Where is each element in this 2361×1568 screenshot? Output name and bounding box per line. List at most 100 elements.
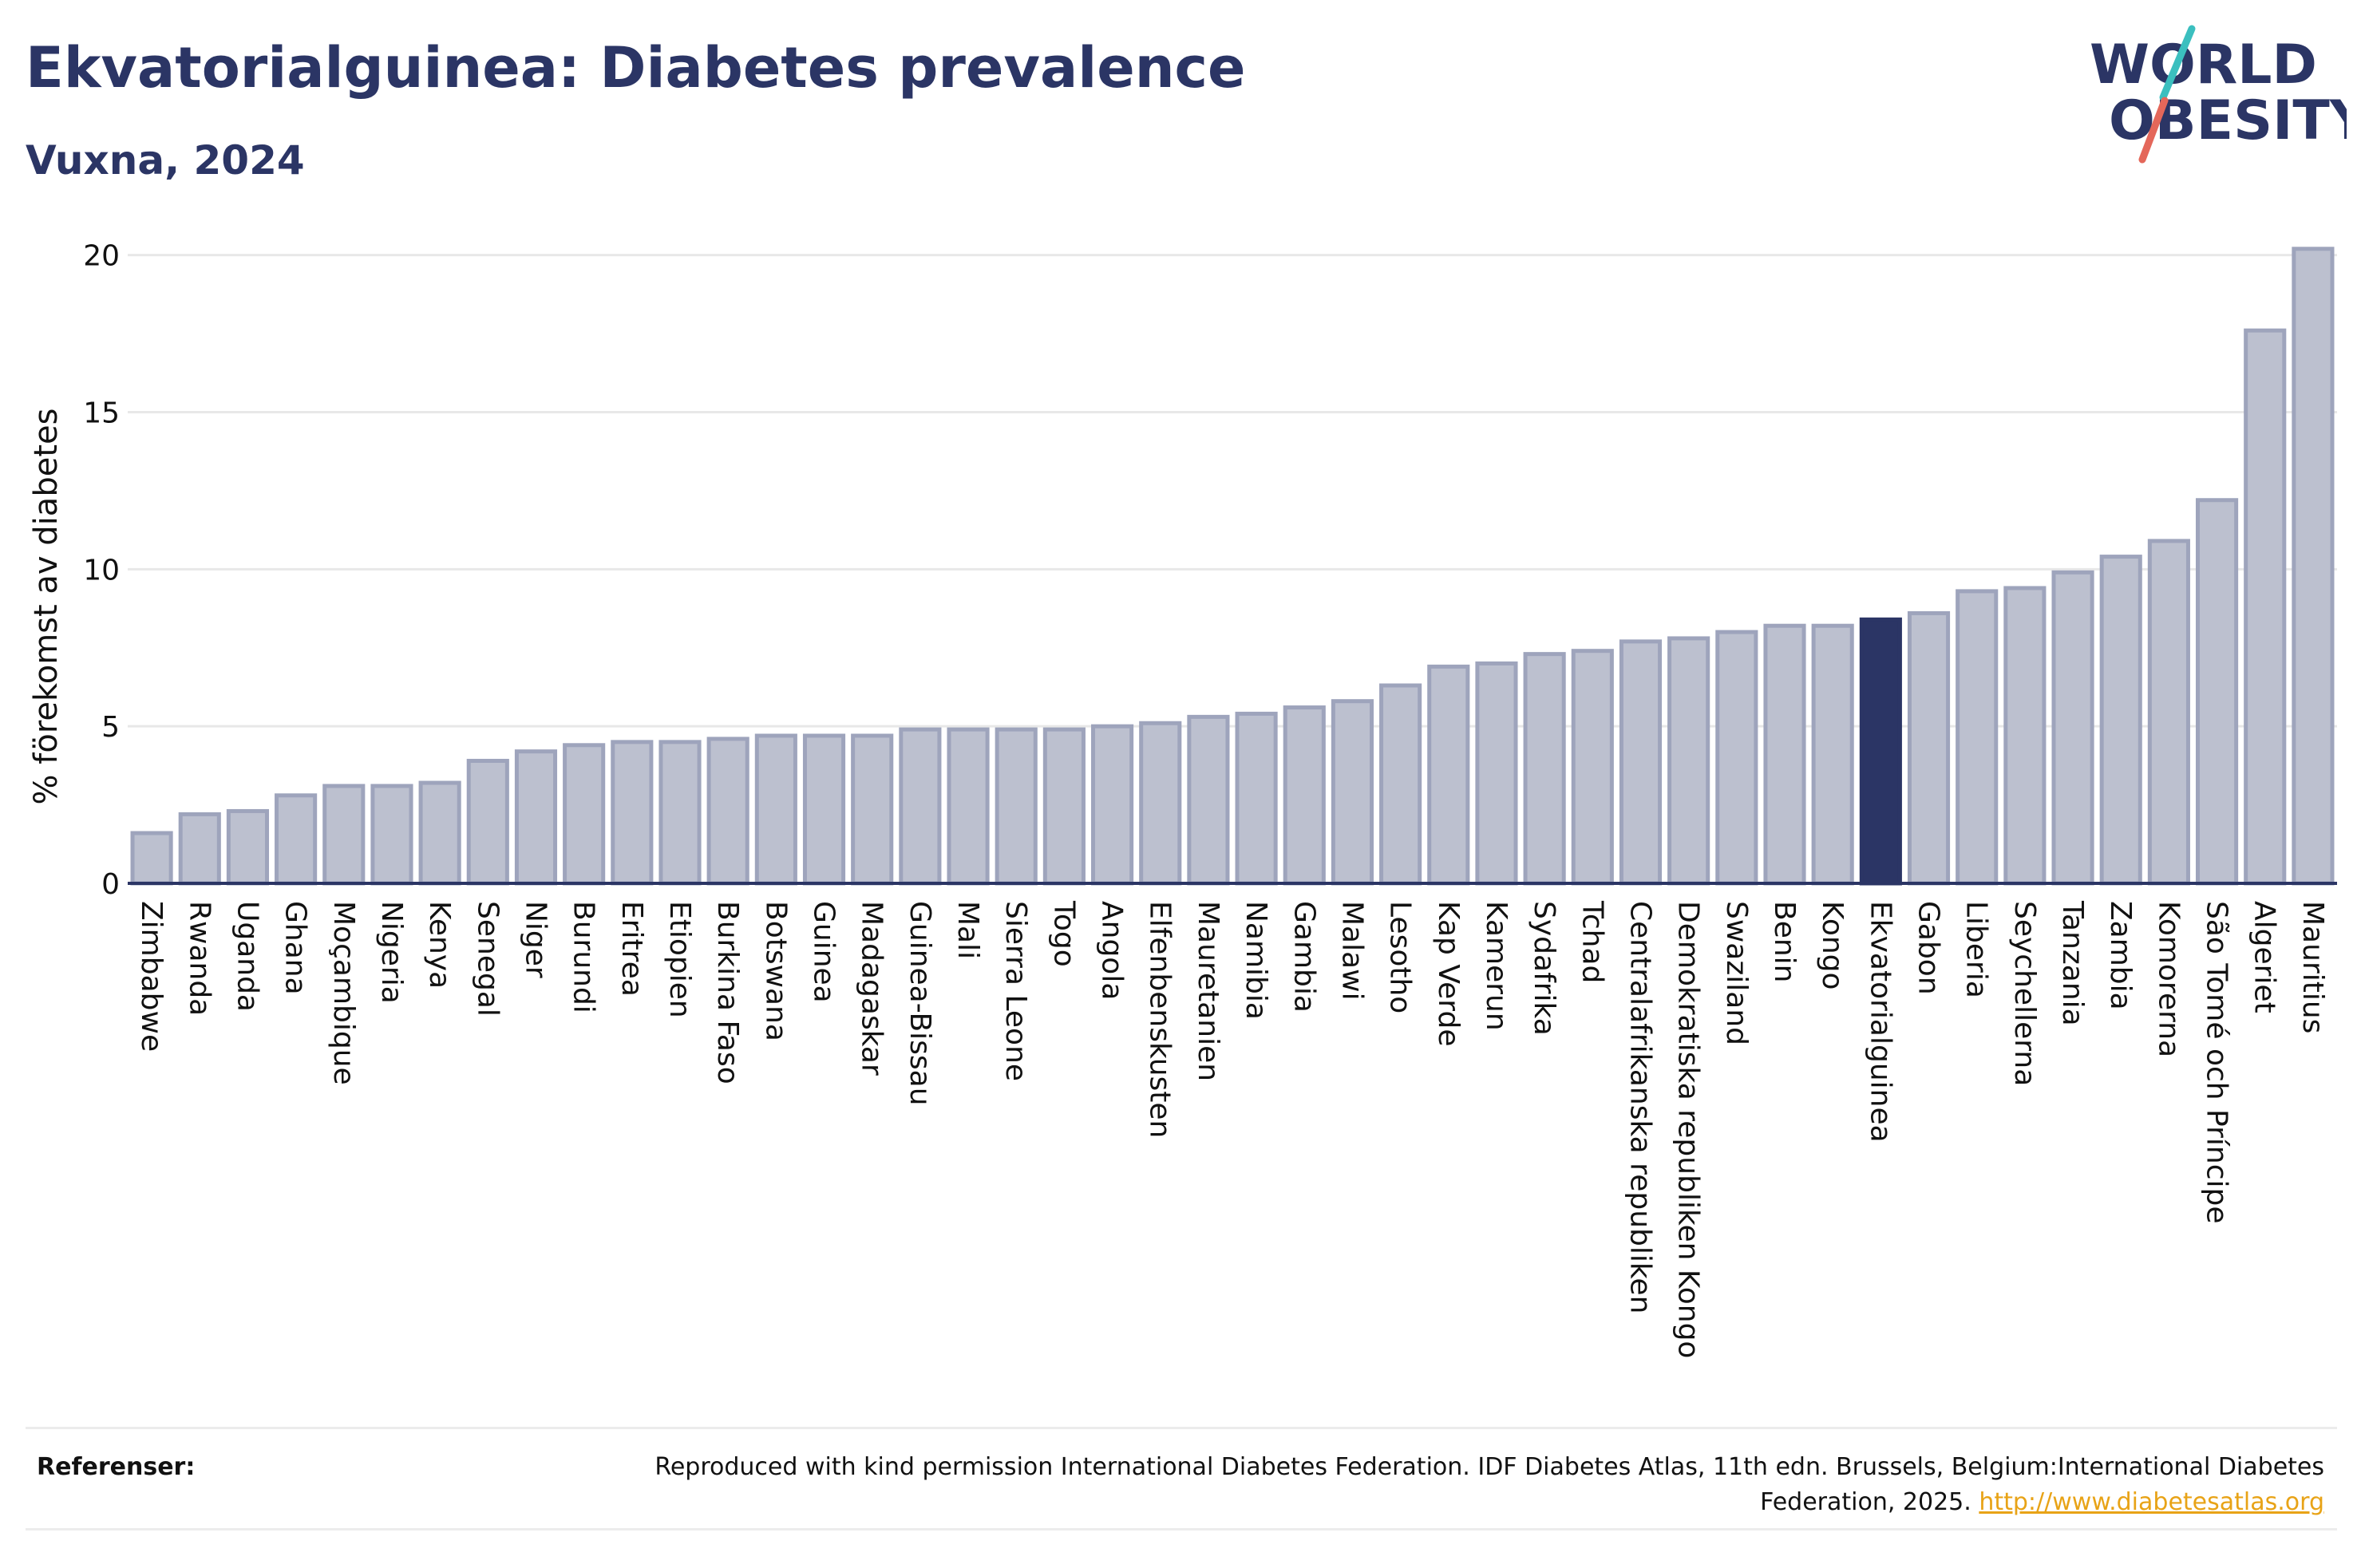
bar-gabon <box>1907 610 1951 886</box>
chart-title: Ekvatorialguinea: Diabetes prevalence <box>26 35 1246 101</box>
bar-ekvatorialguinea <box>1859 617 1902 886</box>
bar-benin <box>1763 623 1806 886</box>
x-tick-labels: Zimbabwe Rwanda Uganda Ghana Moçambique Niger… <box>135 900 2329 1358</box>
bars <box>130 247 2335 886</box>
x-tick-label: Tchad <box>1576 900 1608 983</box>
x-tick-label: Swaziland <box>1720 901 1753 1045</box>
bar-liberia <box>1956 589 1999 886</box>
bar-senegal <box>466 758 509 886</box>
x-tick-label: Mali <box>951 901 984 959</box>
y-tick-label: 10 <box>83 554 120 587</box>
y-tick-label: 5 <box>101 711 120 744</box>
x-tick-label: Komorerna <box>2152 901 2185 1057</box>
x-tick-label: Centralafrikanska republiken <box>1623 901 1656 1313</box>
x-tick-label: Moçambique <box>327 901 360 1085</box>
x-tick-label: Lesotho <box>1384 901 1417 1013</box>
bar-eritrea <box>611 740 654 886</box>
x-tick-label: Nigeria <box>375 901 408 1004</box>
x-tick-label: Sierra Leone <box>999 901 1032 1081</box>
bar-algeriet <box>2244 328 2287 886</box>
x-tick-label: Botswana <box>759 901 792 1041</box>
x-tick-label: Benin <box>1768 901 1801 982</box>
bar-zambia <box>2099 555 2142 886</box>
x-tick-label: Angola <box>1096 901 1129 1000</box>
bar-guinea <box>802 733 846 886</box>
references-text-block: Reproduced with kind permission Internat… <box>568 1450 2324 1520</box>
x-tick-label: Seychellerna <box>2008 901 2041 1086</box>
world-obesity-logo: WORLD OBESITY <box>2090 25 2347 164</box>
x-tick-label: Uganda <box>231 901 263 1012</box>
x-tick-label: Togo <box>1047 900 1080 967</box>
logo-slash-red <box>2138 97 2169 164</box>
bar-kongo <box>1811 623 1854 886</box>
bar-swaziland <box>1715 630 1758 886</box>
bar-angola <box>1090 724 1134 886</box>
x-tick-label: Elfenbenskusten <box>1144 901 1177 1138</box>
bar-s-o-tom-och-pr-ncipe <box>2195 498 2239 886</box>
bar-kamerun <box>1475 661 1518 886</box>
bar-gambia <box>1283 705 1326 886</box>
x-tick-label: Madagaskar <box>856 901 888 1076</box>
bar-centralafrikanska-republiken <box>1619 639 1663 886</box>
footer-references: Referenser: Reproduced with kind permiss… <box>26 1427 2337 1530</box>
bar-kenya <box>418 780 461 886</box>
bar-malawi <box>1331 699 1374 886</box>
x-tick-label: Sydafrika <box>1528 901 1560 1036</box>
x-tick-label: Eritrea <box>615 901 648 997</box>
bar-madagaskar <box>851 733 894 886</box>
bar-tchad <box>1571 649 1614 886</box>
x-tick-label: Malawi <box>1335 901 1368 1001</box>
x-tick-label: Guinea <box>808 901 840 1003</box>
bar-burkina-faso <box>706 737 749 886</box>
x-tick-label: Burkina Faso <box>711 901 744 1084</box>
x-tick-label: Liberia <box>1960 901 1993 998</box>
x-tick-label: Senegal <box>471 901 504 1017</box>
bar-kap-verde <box>1427 664 1470 886</box>
bar-mauretanien <box>1187 714 1230 886</box>
x-tick-label: Rwanda <box>183 901 216 1016</box>
bar-elfenbenskusten <box>1139 721 1182 886</box>
bar-ghana <box>275 793 318 886</box>
y-tick-label: 0 <box>101 868 120 901</box>
bar-demokratiska-republiken-kongo <box>1667 636 1710 886</box>
y-tick-label: 20 <box>83 240 120 273</box>
bar-togo <box>1042 727 1086 886</box>
x-tick-label: Gabon <box>1912 901 1945 995</box>
bar-botswana <box>754 733 797 886</box>
x-tick-label: São Tomé och Príncipe <box>2201 901 2233 1224</box>
logo-text-world: WORLD <box>2090 34 2317 97</box>
bar-tanzania <box>2051 570 2094 886</box>
bar-mauritius <box>2292 247 2335 886</box>
x-tick-label: Guinea-Bissau <box>904 901 936 1106</box>
x-tick-label: Demokratiska republiken Kongo <box>1672 901 1705 1358</box>
diabetesatlas-link[interactable]: http://www.diabetesatlas.org <box>1979 1488 2324 1516</box>
bar-mo-ambique <box>322 784 366 886</box>
bar-sydafrika <box>1523 652 1566 886</box>
bar-sierra-leone <box>995 727 1038 886</box>
x-tick-label: Mauritius <box>2296 901 2329 1033</box>
x-tick-label: Mauretanien <box>1192 901 1224 1081</box>
x-tick-label: Zambia <box>2104 901 2137 1010</box>
x-tick-label: Namibia <box>1240 901 1272 1020</box>
bar-chart: 0 5 10 15 20 Zimbabwe Rwanda Uganda Ghana Moçamb… <box>83 240 2337 1358</box>
bar-niger <box>514 749 558 886</box>
bar-burundi <box>563 743 606 886</box>
y-tick-labels: 0 5 10 15 20 <box>83 240 120 901</box>
bar-lesotho <box>1379 683 1422 886</box>
logo-slash-teal <box>2159 25 2196 101</box>
x-tick-label: Kenya <box>423 901 456 989</box>
x-tick-label: Algeriet <box>2248 901 2281 1013</box>
bar-uganda <box>226 808 270 886</box>
x-tick-label: Kongo <box>1816 901 1849 990</box>
x-tick-label: Ekvatorialguinea <box>1864 901 1896 1143</box>
bar-guinea-bissau <box>899 727 942 886</box>
x-tick-label: Zimbabwe <box>135 901 168 1052</box>
bar-namibia <box>1235 711 1278 886</box>
x-tick-label: Niger <box>519 901 552 978</box>
bar-mali <box>947 727 990 886</box>
bar-komorerna <box>2147 539 2190 886</box>
x-tick-label: Kap Verde <box>1432 901 1465 1046</box>
references-text: Reproduced with kind permission Internat… <box>655 1453 2324 1516</box>
x-tick-label: Burundi <box>568 901 600 1013</box>
bar-rwanda <box>178 812 221 886</box>
